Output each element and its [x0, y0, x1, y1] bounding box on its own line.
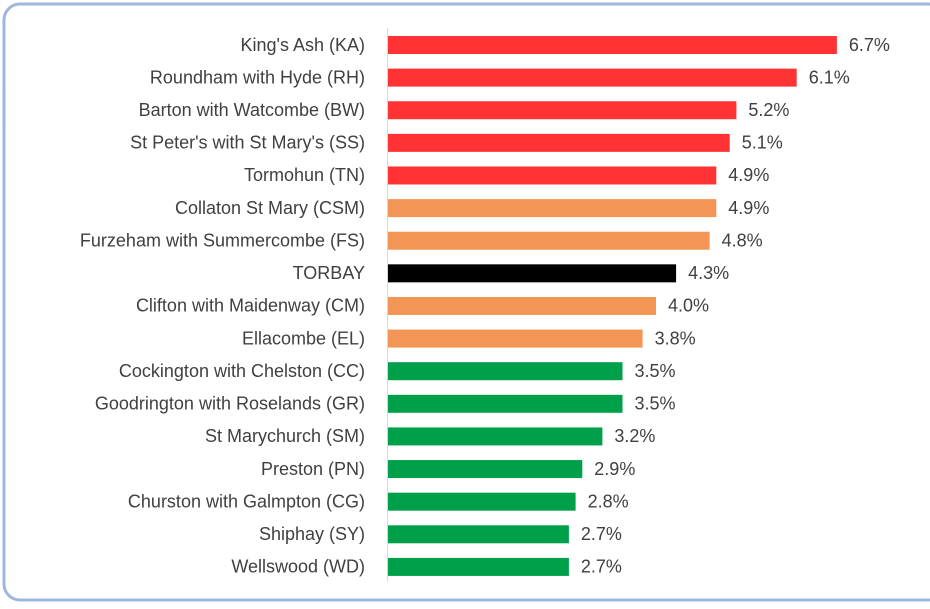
category-label: Churston with Galmpton (CG) — [128, 491, 365, 511]
value-label: 3.2% — [614, 426, 655, 446]
value-label: 2.7% — [581, 524, 622, 544]
bar — [388, 296, 656, 315]
bar — [388, 231, 710, 250]
category-label: Cockington with Chelston (CC) — [119, 361, 365, 381]
category-label: Ellacombe (EL) — [242, 328, 365, 348]
category-label: Collaton St Mary (CSM) — [175, 198, 365, 218]
category-label: TORBAY — [293, 263, 365, 283]
value-label: 4.9% — [728, 198, 769, 218]
bar — [388, 427, 603, 446]
category-label: Goodrington with Roselands (GR) — [95, 394, 365, 414]
bar — [388, 101, 737, 120]
value-label: 4.8% — [722, 230, 763, 250]
bar — [388, 68, 797, 87]
value-label: 3.5% — [635, 361, 676, 381]
bar — [388, 492, 576, 511]
bar — [388, 557, 569, 576]
value-label: 3.8% — [655, 328, 696, 348]
category-label: Barton with Watcombe (BW) — [139, 100, 365, 120]
category-label: Furzeham with Summercombe (FS) — [80, 230, 365, 250]
category-label: Preston (PN) — [261, 459, 365, 479]
category-label: Tormohun (TN) — [244, 165, 365, 185]
value-label: 2.9% — [594, 459, 635, 479]
bar — [388, 36, 837, 54]
value-label: 6.1% — [809, 67, 850, 87]
value-label: 4.0% — [668, 296, 709, 316]
value-label: 3.5% — [635, 394, 676, 414]
bar — [388, 394, 623, 413]
category-label: King's Ash (KA) — [241, 35, 366, 55]
category-label: Wellswood (WD) — [231, 557, 365, 577]
bar — [388, 460, 583, 479]
bar — [388, 362, 623, 381]
category-label: Roundham with Hyde (RH) — [150, 67, 365, 87]
category-label: Clifton with Maidenway (CM) — [136, 296, 365, 316]
value-label: 2.8% — [588, 491, 629, 511]
value-label: 5.1% — [742, 133, 783, 153]
value-label: 4.3% — [688, 263, 729, 283]
value-label: 6.7% — [849, 35, 890, 55]
bar — [388, 264, 677, 283]
bar — [388, 133, 730, 152]
bar — [388, 329, 643, 348]
category-label: St Marychurch (SM) — [205, 426, 365, 446]
value-label: 5.2% — [748, 100, 789, 120]
category-label: Shiphay (SY) — [259, 524, 365, 544]
bar — [388, 166, 717, 185]
category-label: St Peter's with St Mary's (SS) — [130, 133, 365, 153]
value-label: 2.7% — [581, 557, 622, 577]
value-label: 4.9% — [728, 165, 769, 185]
bar — [388, 525, 569, 544]
bar — [388, 199, 717, 218]
